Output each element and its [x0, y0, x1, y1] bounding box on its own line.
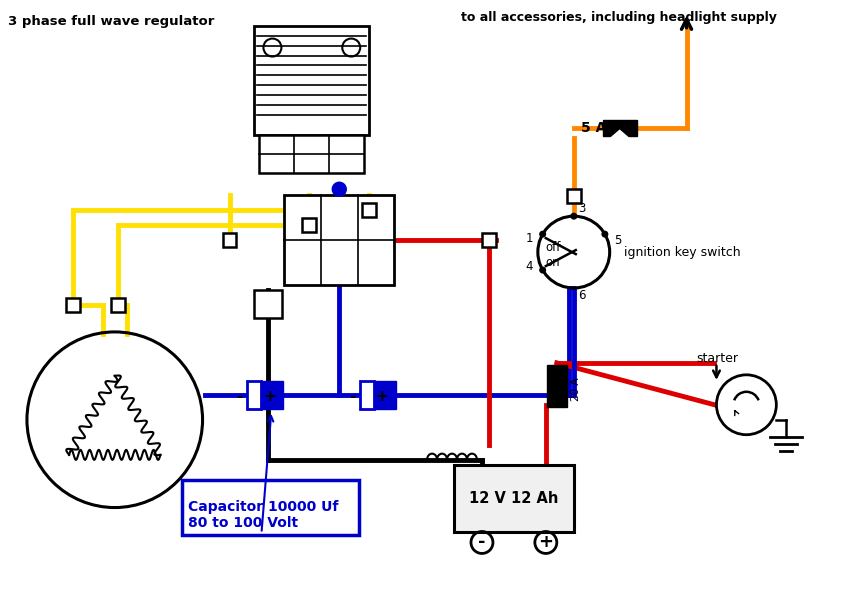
Bar	[254, 290, 283, 318]
Text: +: +	[263, 390, 276, 404]
Bar	[66, 298, 80, 312]
Polygon shape	[550, 415, 564, 443]
Circle shape	[332, 182, 346, 196]
Text: 6: 6	[577, 289, 585, 302]
Text: starter: starter	[696, 352, 739, 365]
Text: 3 phase full wave regulator: 3 phase full wave regulator	[8, 15, 214, 28]
Text: ignition key switch: ignition key switch	[623, 246, 740, 259]
Bar	[262, 381, 284, 408]
Text: +: +	[538, 533, 553, 552]
Text: 1: 1	[525, 231, 533, 244]
Circle shape	[602, 231, 609, 237]
Text: -: -	[237, 390, 243, 404]
Text: off: off	[546, 240, 561, 253]
Bar	[362, 203, 376, 217]
Circle shape	[539, 231, 546, 237]
Bar	[603, 120, 636, 136]
Text: 3: 3	[577, 202, 585, 215]
Bar	[547, 365, 567, 407]
Bar	[223, 233, 237, 247]
Bar	[247, 381, 262, 408]
Text: 12 V 12 Ah: 12 V 12 Ah	[469, 491, 558, 506]
Text: -: -	[479, 533, 486, 552]
Text: on: on	[546, 256, 560, 269]
Text: 20 A: 20 A	[570, 377, 581, 401]
Text: to all accessories, including headlight supply: to all accessories, including headlight …	[461, 11, 777, 24]
Bar	[284, 195, 394, 285]
Circle shape	[539, 266, 546, 274]
Text: 4: 4	[525, 259, 533, 272]
Bar	[482, 233, 496, 247]
Bar	[111, 298, 125, 312]
Bar	[259, 136, 364, 173]
Bar	[375, 381, 396, 408]
Bar	[303, 218, 316, 232]
Bar	[254, 25, 369, 136]
Text: 5 A: 5 A	[581, 121, 606, 136]
Bar	[360, 381, 375, 408]
Bar	[567, 189, 581, 203]
Text: +: +	[375, 390, 388, 404]
Polygon shape	[606, 130, 634, 142]
Text: 5: 5	[614, 234, 621, 247]
Circle shape	[570, 213, 577, 220]
Bar	[454, 465, 574, 532]
Text: Capacitor 10000 Uf
80 to 100 Volt: Capacitor 10000 Uf 80 to 100 Volt	[187, 500, 338, 530]
Bar	[181, 480, 359, 536]
Text: -: -	[349, 390, 355, 404]
